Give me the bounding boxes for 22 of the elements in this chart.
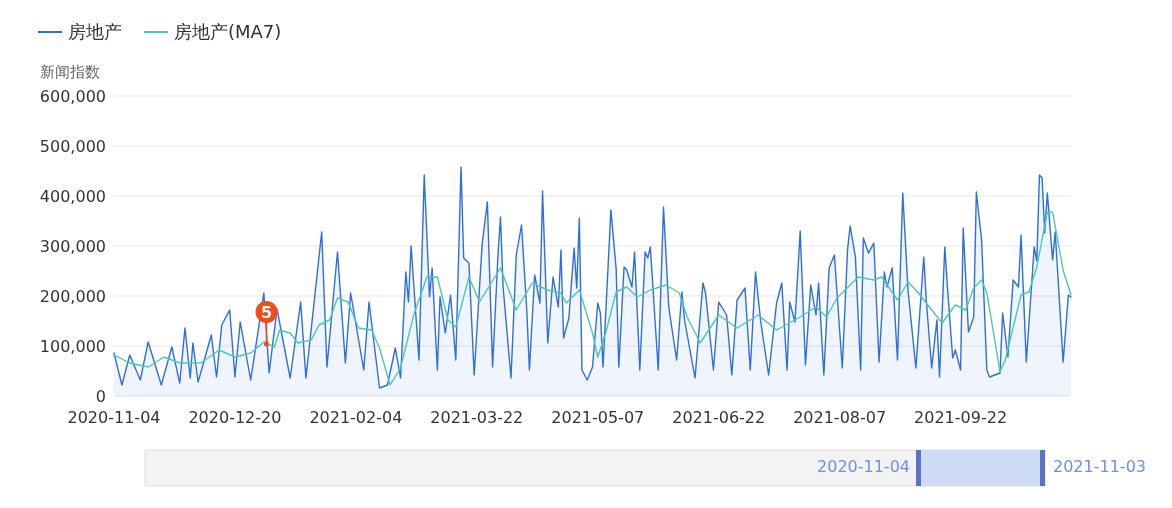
x-tick-label: 2020-12-20 [188, 408, 282, 427]
text: 2020-11-04 [817, 457, 910, 476]
y-axis-title: 新闻指数 [40, 63, 100, 81]
y-tick-label: 600,000 [39, 87, 106, 106]
x-tick-label: 2020-11-04 [67, 408, 161, 427]
y-tick-label: 200,000 [39, 287, 106, 306]
legend-label: 房地产(MA7) [174, 21, 282, 42]
y-tick-label: 100,000 [39, 337, 106, 356]
y-tick-label: 0 [95, 387, 106, 406]
y-tick-label: 500,000 [39, 137, 106, 156]
x-tick-label: 2021-05-07 [551, 408, 645, 427]
line-series [113, 211, 1072, 386]
x-tick-label: 2021-02-04 [309, 408, 403, 427]
x-tick-label: 2021-03-22 [430, 408, 524, 427]
x-tick-label: 2021-06-22 [672, 408, 766, 427]
legend-label: 房地产 [68, 21, 122, 42]
x-tick-label: 2021-09-22 [914, 408, 1008, 427]
text: 2021-11-03 [1053, 457, 1146, 476]
annotation: 5 [260, 303, 273, 322]
y-tick-label: 400,000 [39, 187, 106, 206]
y-tick-label: 300,000 [39, 237, 106, 256]
x-tick-label: 2021-08-07 [793, 408, 887, 427]
